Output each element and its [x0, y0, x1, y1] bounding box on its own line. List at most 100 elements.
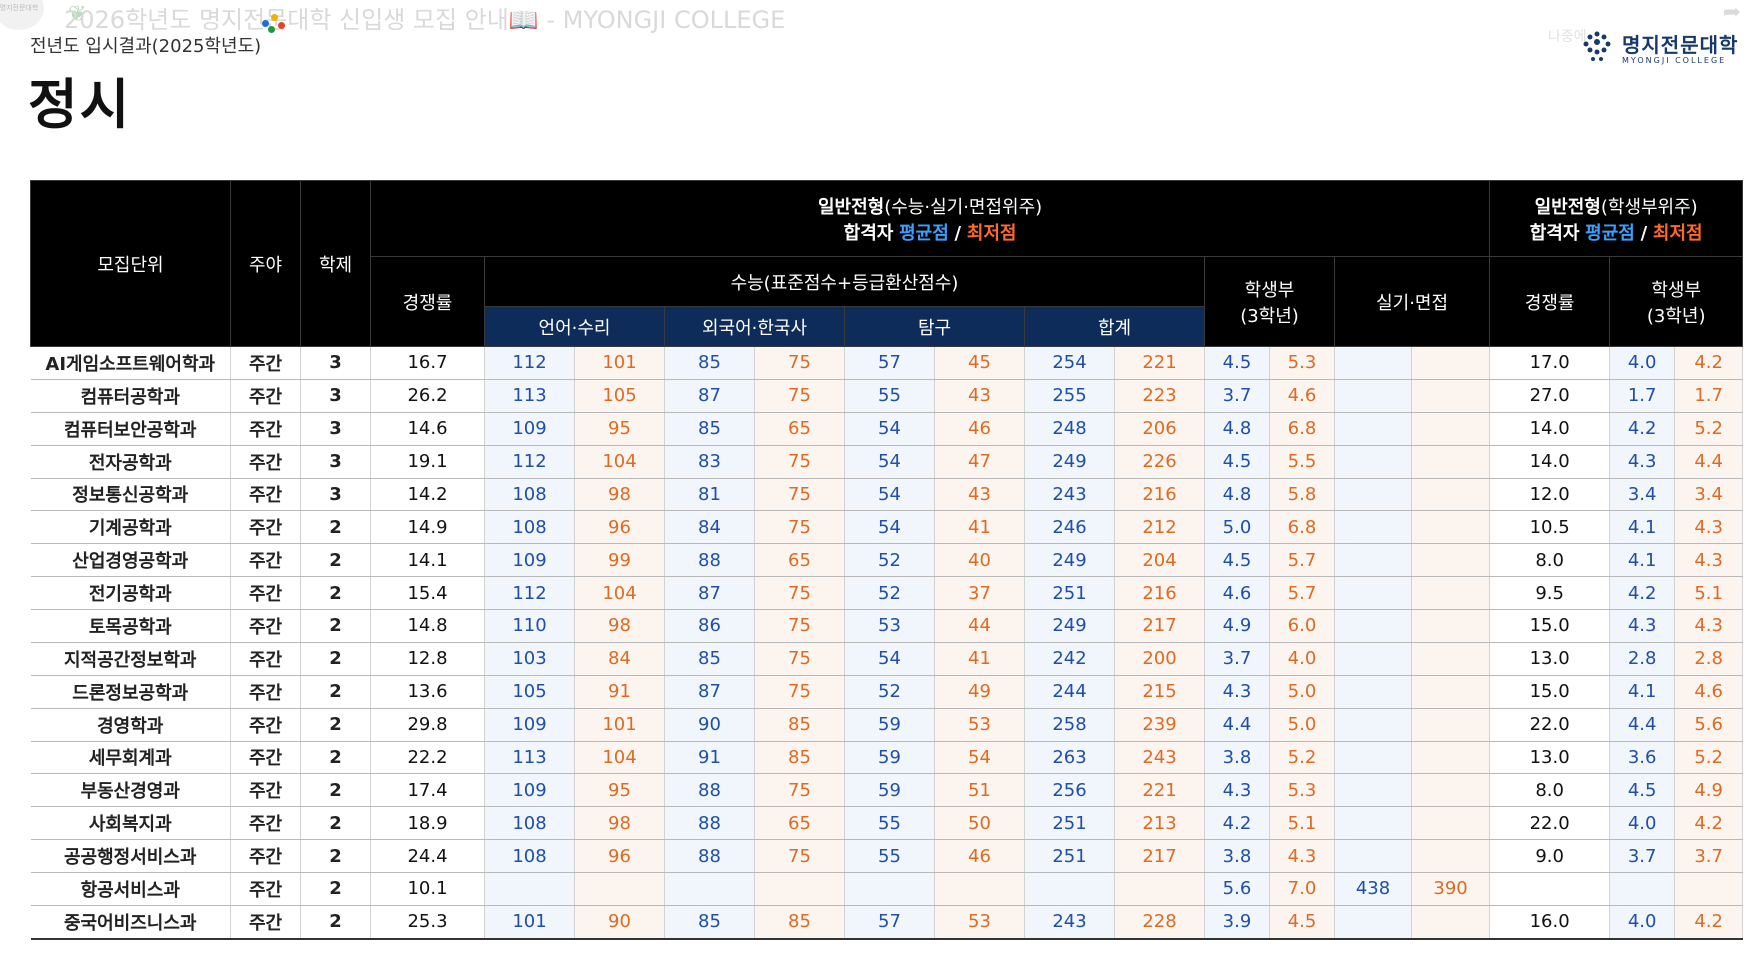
- cell-lm-1: 96: [574, 839, 665, 873]
- cell-rec-0: 4.5: [1204, 445, 1270, 479]
- cell-tot-1: 221: [1114, 773, 1205, 808]
- table-row: 공공행정서비스과 주간 2 24.4 108 96 88 75 55 46 251 217 3.8 4.3…: [30, 839, 1744, 873]
- col-record: 학생부 (3학년): [1204, 256, 1335, 347]
- cell-fh-0: 91: [664, 741, 755, 775]
- cell-rate: 18.9: [370, 806, 485, 841]
- cell-rec2-0: 4.1: [1609, 675, 1676, 709]
- share-icon[interactable]: ➦: [1722, 0, 1741, 25]
- page-subtitle: 전년도 입시결과(2025학년도): [30, 36, 262, 57]
- cell-rec-1: 5.7: [1269, 543, 1335, 578]
- channel-avatar[interactable]: 명지전문대학: [0, 0, 44, 30]
- cell-tot-0: 246: [1024, 510, 1115, 545]
- cell-fh-0: 85: [664, 346, 755, 380]
- cell-rec2-1: [1674, 872, 1744, 906]
- cell-tot-0: 249: [1024, 543, 1115, 578]
- col-foreign-history: 외국어·한국사: [664, 306, 845, 347]
- cell-rec2-0: 3.6: [1609, 741, 1676, 775]
- cell-rate2: 10.5: [1489, 510, 1611, 545]
- cell-rate: 26.2: [370, 379, 485, 413]
- cell-fh-0: 88: [664, 839, 755, 873]
- leaf-icon: ❦: [68, 2, 87, 27]
- cell-fh-1: 75: [754, 576, 845, 610]
- cell-inq-1: 46: [934, 839, 1025, 873]
- cell-yrs: 2: [300, 872, 371, 906]
- cell-prac-1: [1411, 708, 1491, 742]
- cell-rec-1: 5.0: [1269, 675, 1335, 709]
- cell-prac-1: [1411, 839, 1491, 873]
- cell-rec2-1: 5.2: [1674, 412, 1744, 446]
- cell-yrs: 2: [300, 806, 371, 841]
- min-label-2: 최저점: [1652, 222, 1703, 244]
- cell-rate2: 9.5: [1489, 576, 1611, 610]
- cell-tot-1: 204: [1114, 543, 1205, 578]
- col-total: 합계: [1024, 306, 1205, 347]
- cell-inq-1: 54: [934, 741, 1025, 775]
- cell-rec2-0: 3.4: [1609, 478, 1676, 512]
- cell-inq-1: 43: [934, 379, 1025, 413]
- cell-rec2-0: 4.2: [1609, 412, 1676, 446]
- cell-tot-1: 226: [1114, 445, 1205, 479]
- slash-2: /: [1640, 222, 1648, 244]
- cell-rec2-0: 2.8: [1609, 642, 1676, 676]
- cell-tot-0: 244: [1024, 675, 1115, 709]
- cell-tot-1: 206: [1114, 412, 1205, 446]
- cell-inq-0: 52: [844, 543, 935, 578]
- table-row: 전자공학과 주간 3 19.1 112 104 83 75 54 47 249 226 4.5 5.5 14…: [30, 445, 1744, 479]
- cell-inq-0: 54: [844, 445, 935, 479]
- cell-rate: 14.2: [370, 478, 485, 512]
- cell-rec2-0: 4.3: [1609, 609, 1676, 643]
- cell-tot-1: 216: [1114, 576, 1205, 610]
- cell-name: AI게임소프트웨어학과: [30, 346, 231, 380]
- cell-lm-0: 110: [484, 609, 575, 643]
- cell-inq-0: 59: [844, 708, 935, 742]
- cell-prac-0: [1334, 576, 1412, 610]
- cell-rec-0: 3.7: [1204, 379, 1270, 413]
- cell-rec2-0: 4.0: [1609, 806, 1676, 841]
- cell-lm-0: 109: [484, 412, 575, 446]
- cell-lm-0: 109: [484, 773, 575, 808]
- cell-prac-0: [1334, 445, 1412, 479]
- col-lang-math: 언어·수리: [484, 306, 665, 347]
- cell-prac-1: [1411, 445, 1491, 479]
- cell-rate: 13.6: [370, 675, 485, 709]
- cell-yrs: 3: [300, 445, 371, 479]
- cell-prac-1: [1411, 806, 1491, 841]
- cell-tot-0: 256: [1024, 773, 1115, 808]
- cell-tot-1: 216: [1114, 478, 1205, 512]
- cell-lm-1: 101: [574, 346, 665, 380]
- cell-rate2: 8.0: [1489, 543, 1611, 578]
- cell-lm-0: 112: [484, 346, 575, 380]
- cell-name: 드론정보공학과: [30, 675, 231, 709]
- cell-fh-1: 75: [754, 642, 845, 676]
- cell-lm-0: 103: [484, 642, 575, 676]
- cell-lm-0: [484, 872, 575, 906]
- cell-prac-1: [1411, 741, 1491, 775]
- cell-inq-0: 59: [844, 773, 935, 808]
- cell-rec-1: 4.0: [1269, 642, 1335, 676]
- cell-fh-0: 87: [664, 675, 755, 709]
- cell-prac-0: [1334, 510, 1412, 545]
- cell-rec-1: 6.8: [1269, 412, 1335, 446]
- cell-tot-1: 243: [1114, 741, 1205, 775]
- cell-fh-0: 85: [664, 642, 755, 676]
- cell-name: 전기공학과: [30, 576, 231, 610]
- cell-lm-0: 105: [484, 675, 575, 709]
- page-title: 정시: [28, 73, 132, 136]
- cell-tot-0: 258: [1024, 708, 1115, 742]
- cell-inq-1: 53: [934, 905, 1025, 940]
- cell-rec-0: 3.7: [1204, 642, 1270, 676]
- cell-tot-0: 249: [1024, 445, 1115, 479]
- cell-fh-1: 75: [754, 478, 845, 512]
- video-title[interactable]: 2026학년도 명지전문대학 신입생 모집 안내📖 - MYONGJI COLL…: [64, 6, 786, 34]
- cell-rate: 14.1: [370, 543, 485, 578]
- watch-later-label[interactable]: 나중에: [1548, 29, 1587, 45]
- cell-name: 산업경영공학과: [30, 543, 231, 578]
- cell-dn: 주간: [230, 872, 301, 906]
- cell-rec-0: 4.2: [1204, 806, 1270, 841]
- cell-dn: 주간: [230, 510, 301, 545]
- cell-rec-0: 3.8: [1204, 839, 1270, 873]
- cell-name: 토목공학과: [30, 609, 231, 643]
- cell-lm-0: 113: [484, 379, 575, 413]
- cell-fh-1: 75: [754, 445, 845, 479]
- cell-name: 항공서비스과: [30, 872, 231, 906]
